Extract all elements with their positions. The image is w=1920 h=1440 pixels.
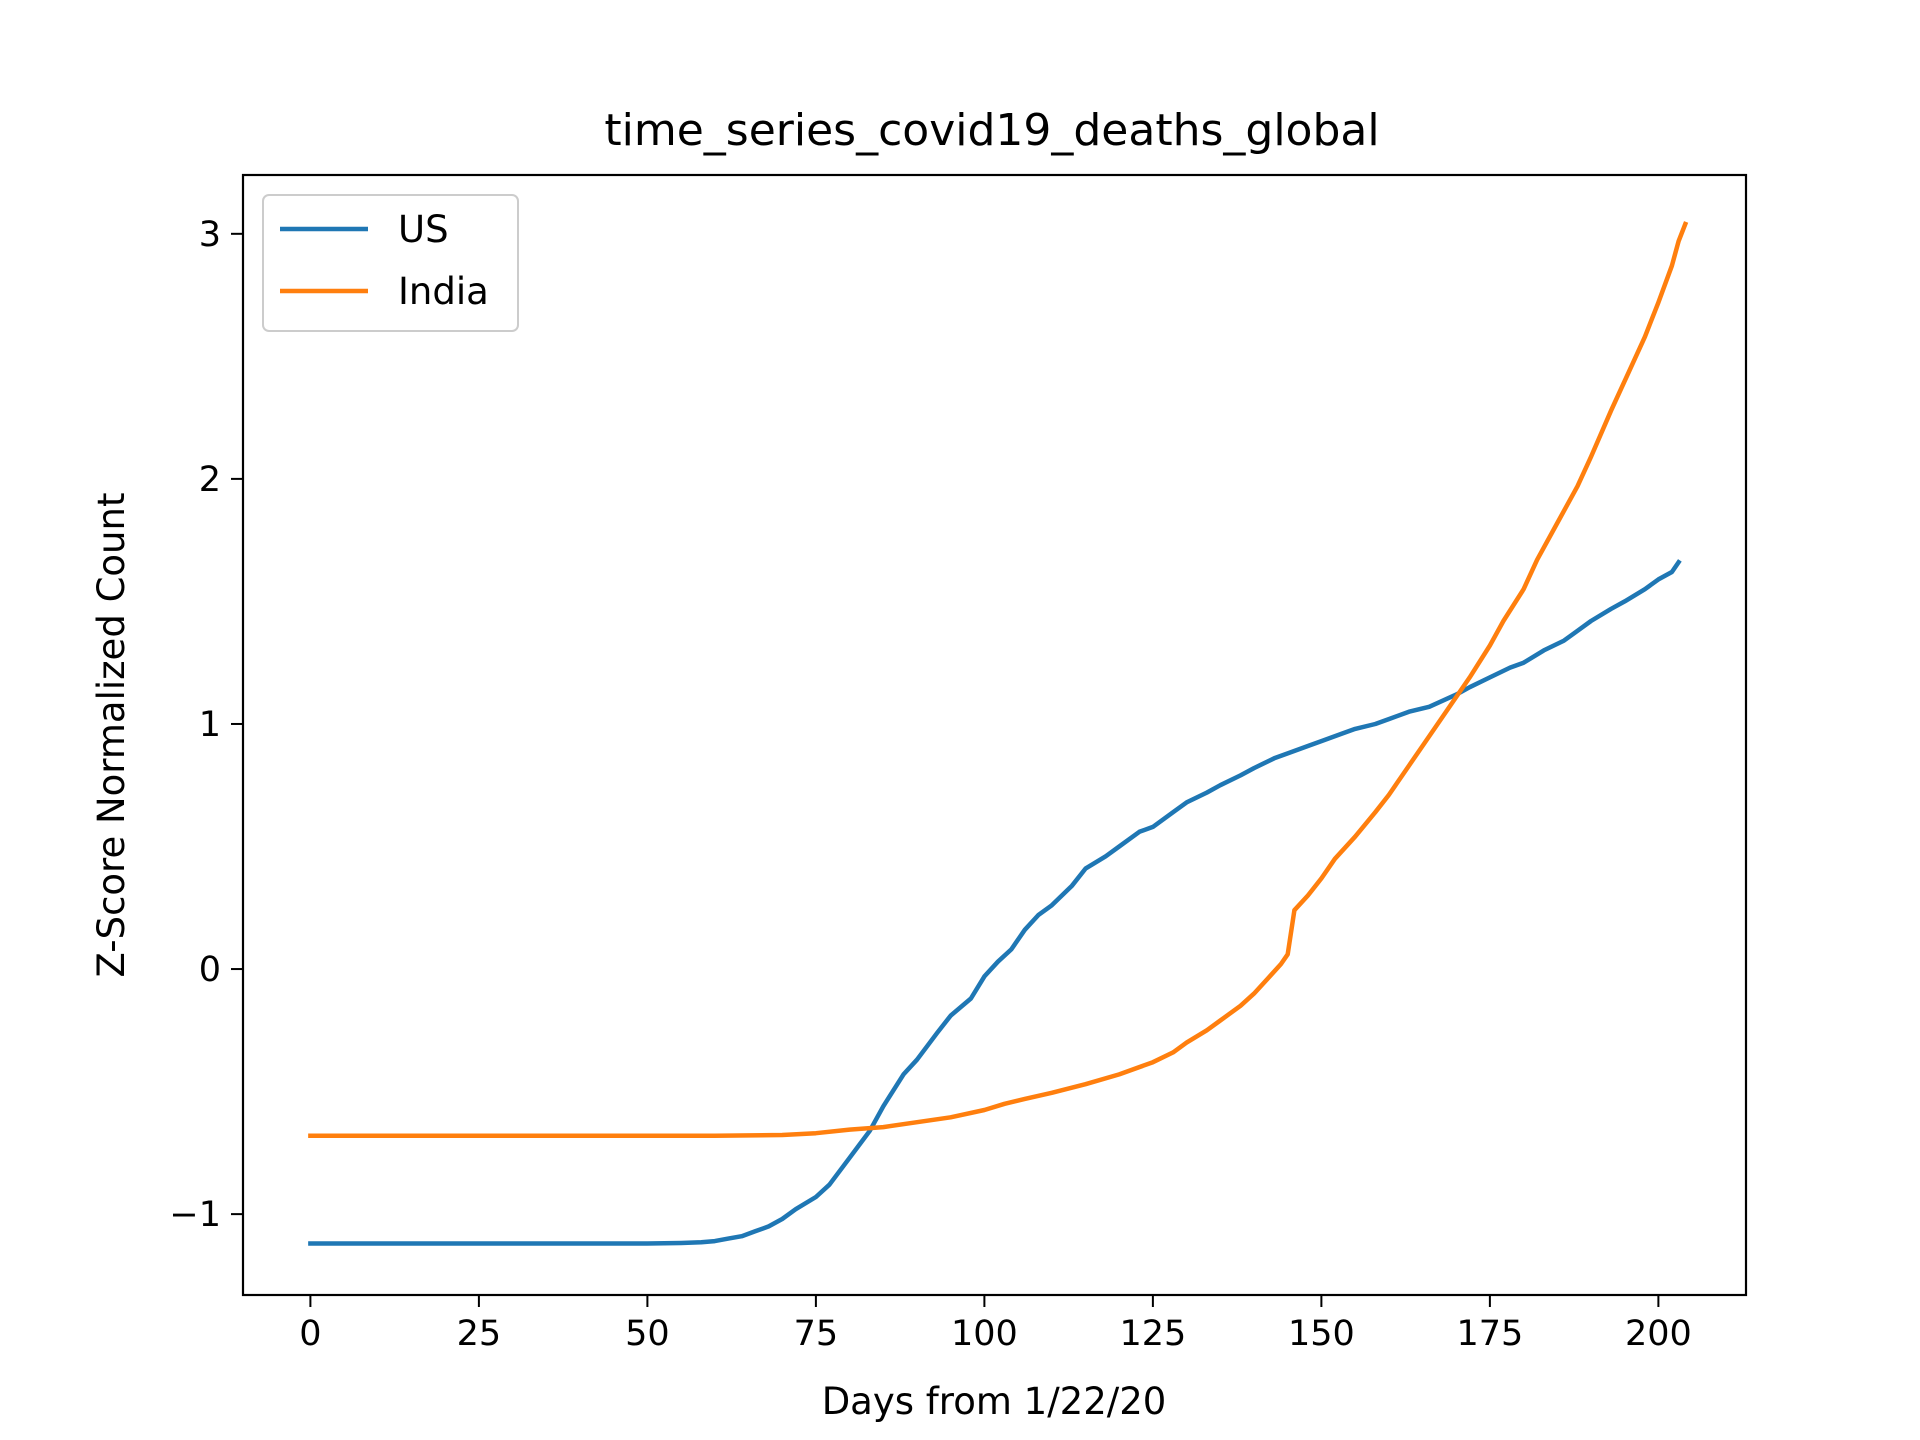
x-tick-label: 200 (1625, 1314, 1692, 1354)
y-tick-label: −1 (169, 1195, 221, 1235)
y-axis-label: Z-Score Normalized Count (90, 493, 133, 978)
y-tick-label: 1 (199, 705, 221, 745)
series-line-us (308, 559, 1682, 1246)
x-tick-label: 25 (457, 1314, 502, 1354)
legend-label-india: India (398, 270, 489, 313)
y-axis: −1 0 1 2 3 (169, 215, 243, 1235)
chart-title: time_series_covid19_deaths_global (604, 105, 1379, 156)
x-tick-label: 100 (951, 1314, 1018, 1354)
series-line-india (308, 221, 1689, 1138)
x-axis: 0 25 50 75 100 125 150 175 200 (299, 1295, 1692, 1354)
legend: US India (262, 194, 519, 332)
x-tick-label: 125 (1119, 1314, 1186, 1354)
y-tick-label: 3 (199, 215, 221, 255)
plot-frame (241, 173, 1748, 1297)
x-axis-label: Days from 1/22/20 (822, 1380, 1167, 1423)
x-tick-label: 175 (1456, 1314, 1523, 1354)
x-tick-label: 50 (625, 1314, 670, 1354)
y-tick-label: 0 (199, 950, 221, 990)
x-tick-label: 150 (1288, 1314, 1355, 1354)
series-layer (308, 221, 1689, 1246)
x-tick-label: 0 (299, 1314, 321, 1354)
legend-label-us: US (398, 208, 449, 251)
y-tick-label: 2 (199, 460, 221, 500)
x-tick-label: 75 (794, 1314, 839, 1354)
